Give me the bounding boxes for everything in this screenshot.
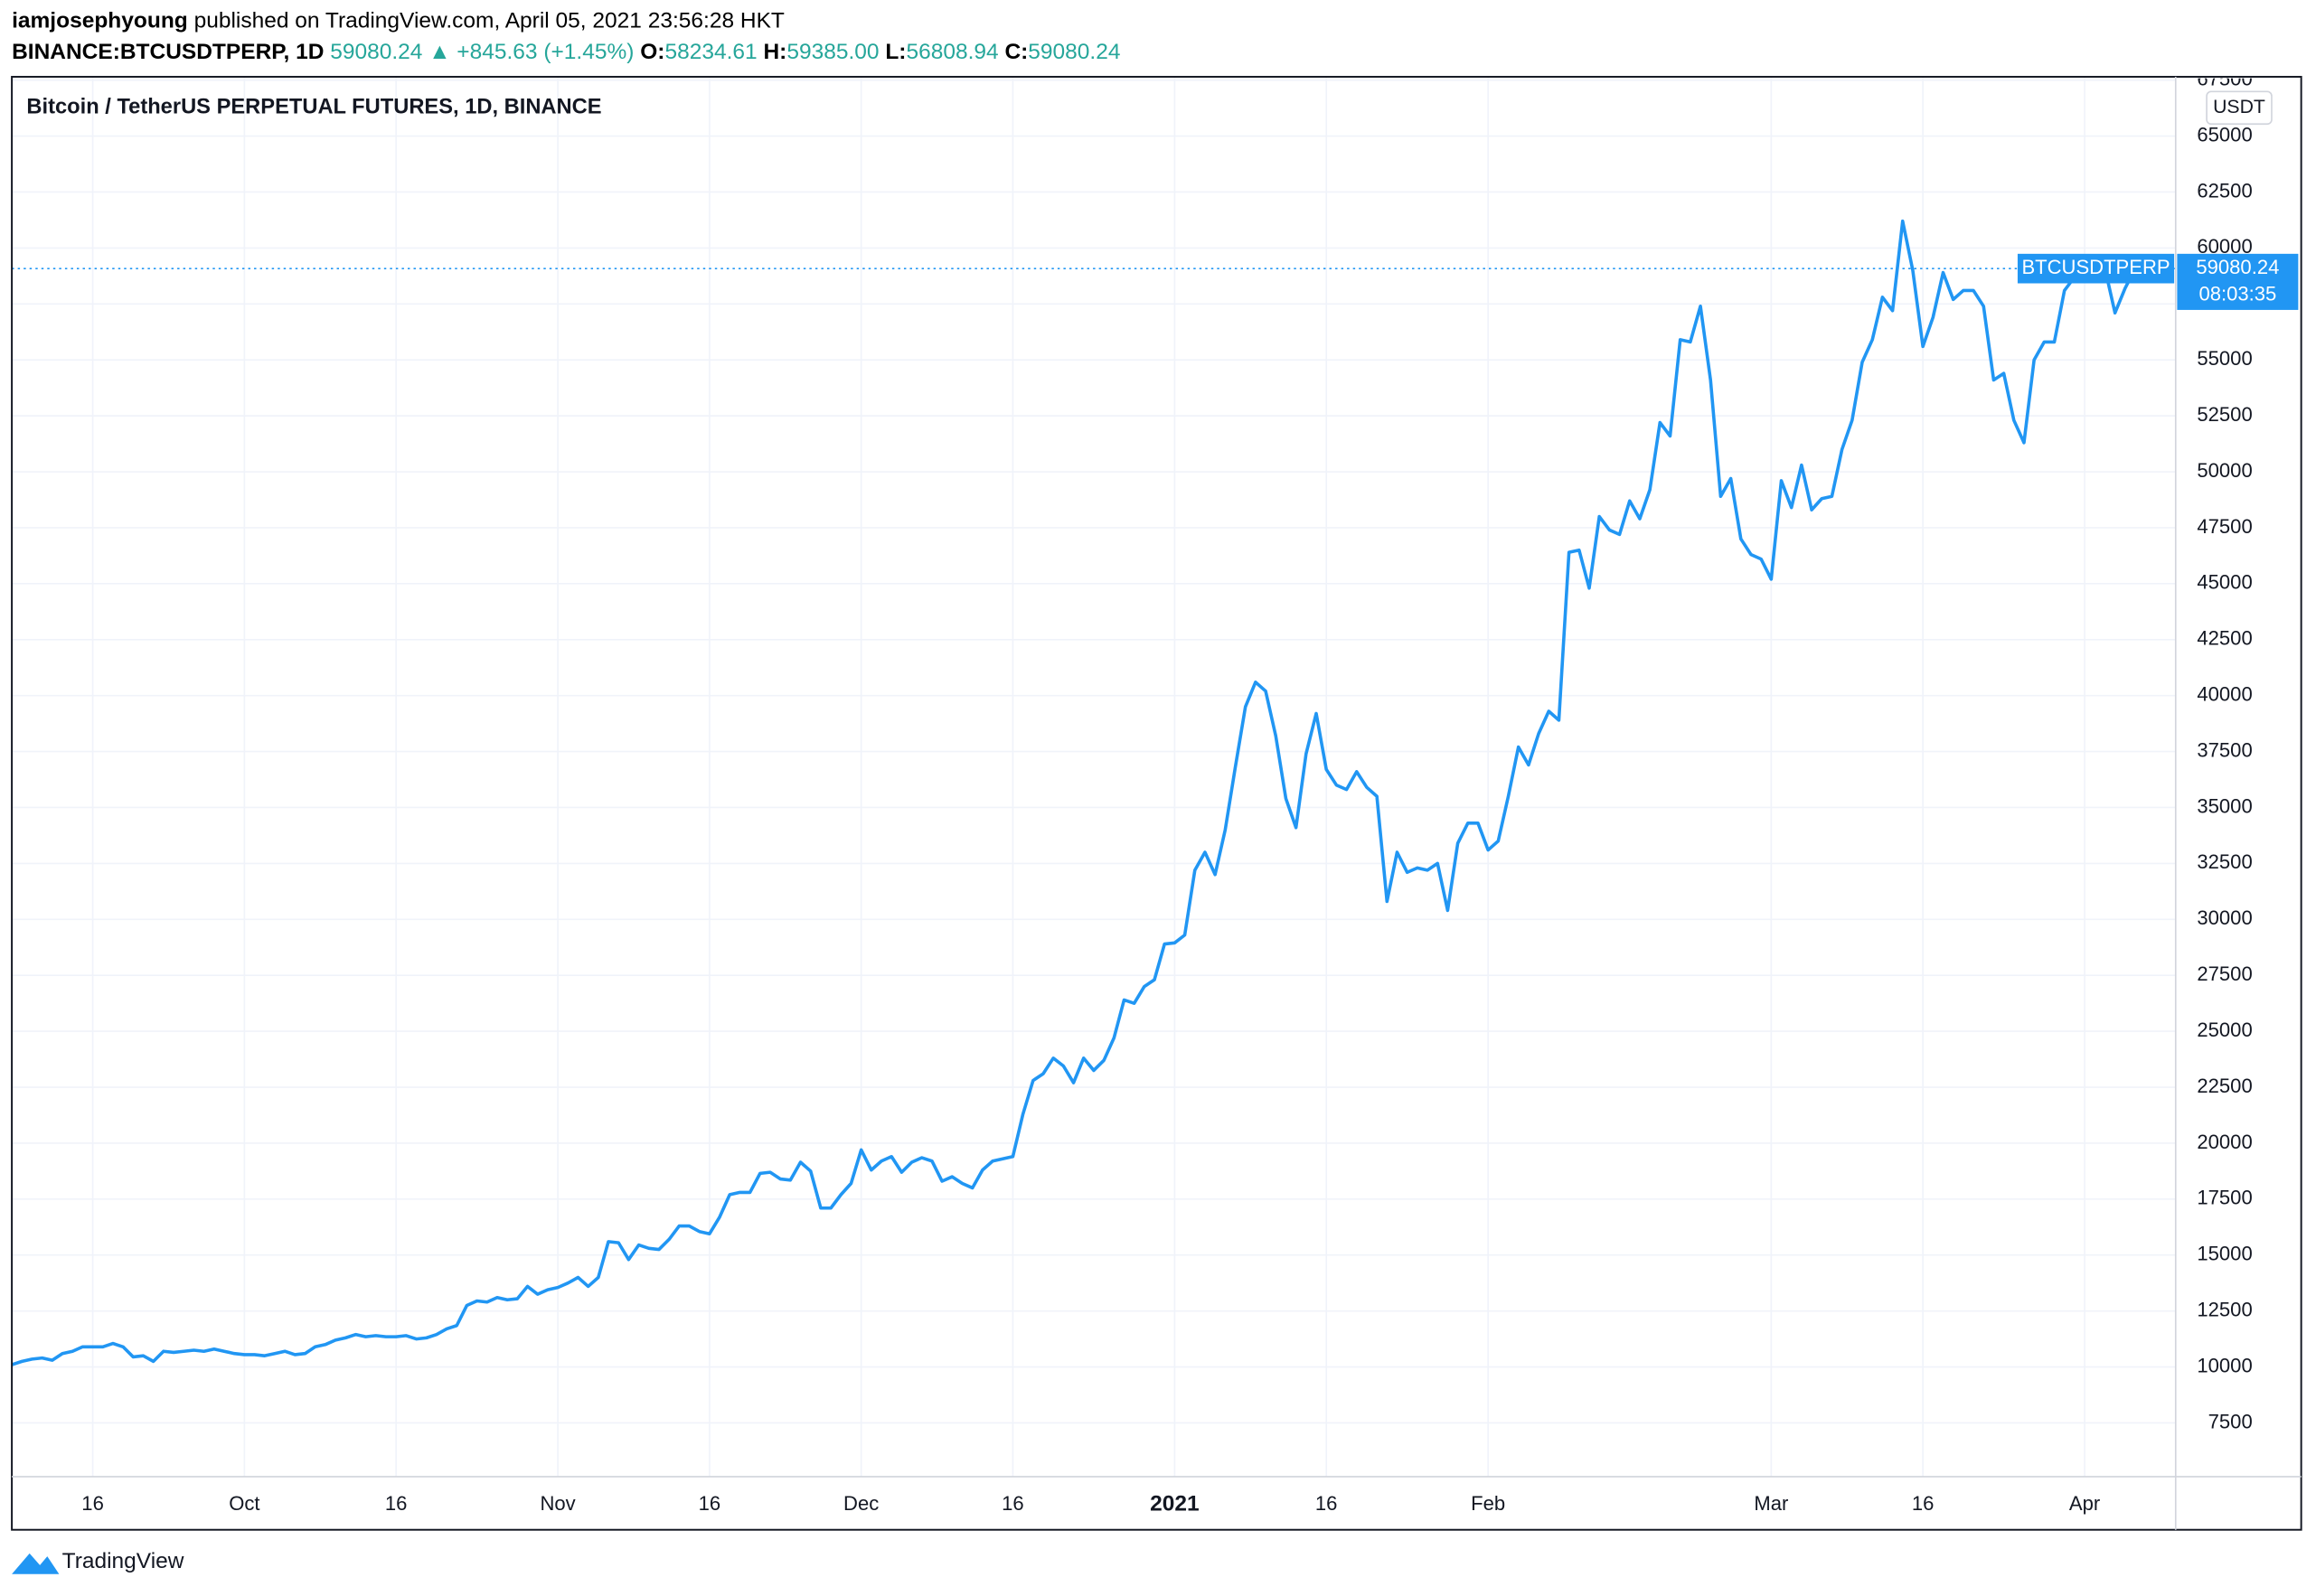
y-tick-label: 50000 (2197, 459, 2252, 482)
y-tick-label: 22500 (2197, 1075, 2252, 1097)
x-tick-label: 2021 (1150, 1491, 1200, 1516)
y-tick-label: 27500 (2197, 962, 2252, 985)
y-tick-label: 52500 (2197, 403, 2252, 426)
x-tick-label: Oct (229, 1492, 259, 1515)
low: 56808.94 (906, 40, 998, 64)
x-tick-label: 16 (81, 1492, 104, 1515)
y-tick-label: 17500 (2197, 1187, 2252, 1209)
y-tick-label: 67500 (2197, 68, 2252, 90)
grid (12, 76, 2176, 1477)
y-tick-label: 45000 (2197, 571, 2252, 594)
author: iamjosephyoung (12, 9, 188, 33)
low-label: L: (885, 40, 906, 64)
footer-logo: TradingView (12, 1549, 184, 1574)
y-tick-label: 62500 (2197, 179, 2252, 202)
x-tick-label: Dec (843, 1492, 879, 1515)
open-label: O: (640, 40, 664, 64)
symbol-tag: BTCUSDTPERP (2021, 256, 2170, 278)
x-tick-label: 16 (1002, 1492, 1024, 1515)
x-tick-label: 16 (1912, 1492, 1935, 1515)
currency: USDT (2213, 96, 2265, 117)
y-tick-label: 47500 (2197, 515, 2252, 538)
y-tick-label: 35000 (2197, 794, 2252, 817)
chart-title: Bitcoin / TetherUS PERPETUAL FUTURES, 1D… (26, 96, 601, 119)
close-label: C: (1004, 40, 1028, 64)
y-tick-label: 65000 (2197, 123, 2252, 146)
symbol-tag-bg (2017, 253, 2175, 284)
y-tick-label: 15000 (2197, 1243, 2252, 1265)
x-tick-label: 16 (385, 1492, 408, 1515)
y-tick-label: 30000 (2197, 906, 2252, 929)
y-tick-label: 40000 (2197, 682, 2252, 705)
x-tick-label: Nov (540, 1492, 575, 1515)
y-tick-label: 7500 (2208, 1410, 2253, 1432)
y-tick-label: 55000 (2197, 347, 2252, 370)
y-tick-label: 25000 (2197, 1019, 2252, 1041)
x-tick-label: Apr (2069, 1492, 2100, 1515)
open: 58234.61 (664, 40, 757, 64)
high-label: H: (763, 40, 786, 64)
price-tag-bg (2177, 253, 2299, 310)
change: +845.63 (+1.45%) (457, 40, 634, 64)
price-line (11, 219, 2137, 1366)
y-tick-label: 32500 (2197, 850, 2252, 873)
axes: 7500 10000 12500 15000 17500 20000 22500 25000 2… (81, 68, 2299, 1516)
plot (11, 219, 2176, 1366)
header-line-1: iamjosephyoung published on TradingView.… (12, 9, 785, 33)
y-tick-label: 10000 (2197, 1354, 2252, 1376)
countdown: 08:03:35 (2198, 282, 2276, 305)
header-line-2: BINANCE:BTCUSDTPERP, 1D 59080.24 ▲ +845.… (12, 40, 1120, 64)
currency-box (2206, 90, 2273, 126)
symbol: BINANCE:BTCUSDTPERP, 1D (12, 40, 324, 64)
y-tick-label: 20000 (2197, 1131, 2252, 1153)
x-tick-label: 16 (699, 1492, 721, 1515)
price: 59080.24 (330, 40, 422, 64)
x-tick-label: 16 (1315, 1492, 1338, 1515)
logo-icon (12, 1553, 60, 1574)
footer-brand: TradingView (62, 1549, 184, 1573)
y-tick-label: 37500 (2197, 738, 2252, 761)
y-tick-label: 12500 (2197, 1298, 2252, 1320)
published: published on TradingView.com, April 05, … (194, 9, 785, 33)
chart-frame (11, 75, 2302, 1531)
close: 59080.24 (1028, 40, 1120, 64)
x-tick-label: Mar (1754, 1492, 1788, 1515)
price-tag: 59080.24 (2196, 256, 2279, 278)
arrow: ▲ (428, 40, 450, 64)
price-axis-labels: 7500 10000 12500 15000 17500 20000 22500 25000 2… (2197, 68, 2253, 1433)
x-tick-label: Feb (1471, 1492, 1505, 1515)
high: 59385.00 (786, 40, 879, 64)
y-tick-label: 42500 (2197, 627, 2252, 650)
